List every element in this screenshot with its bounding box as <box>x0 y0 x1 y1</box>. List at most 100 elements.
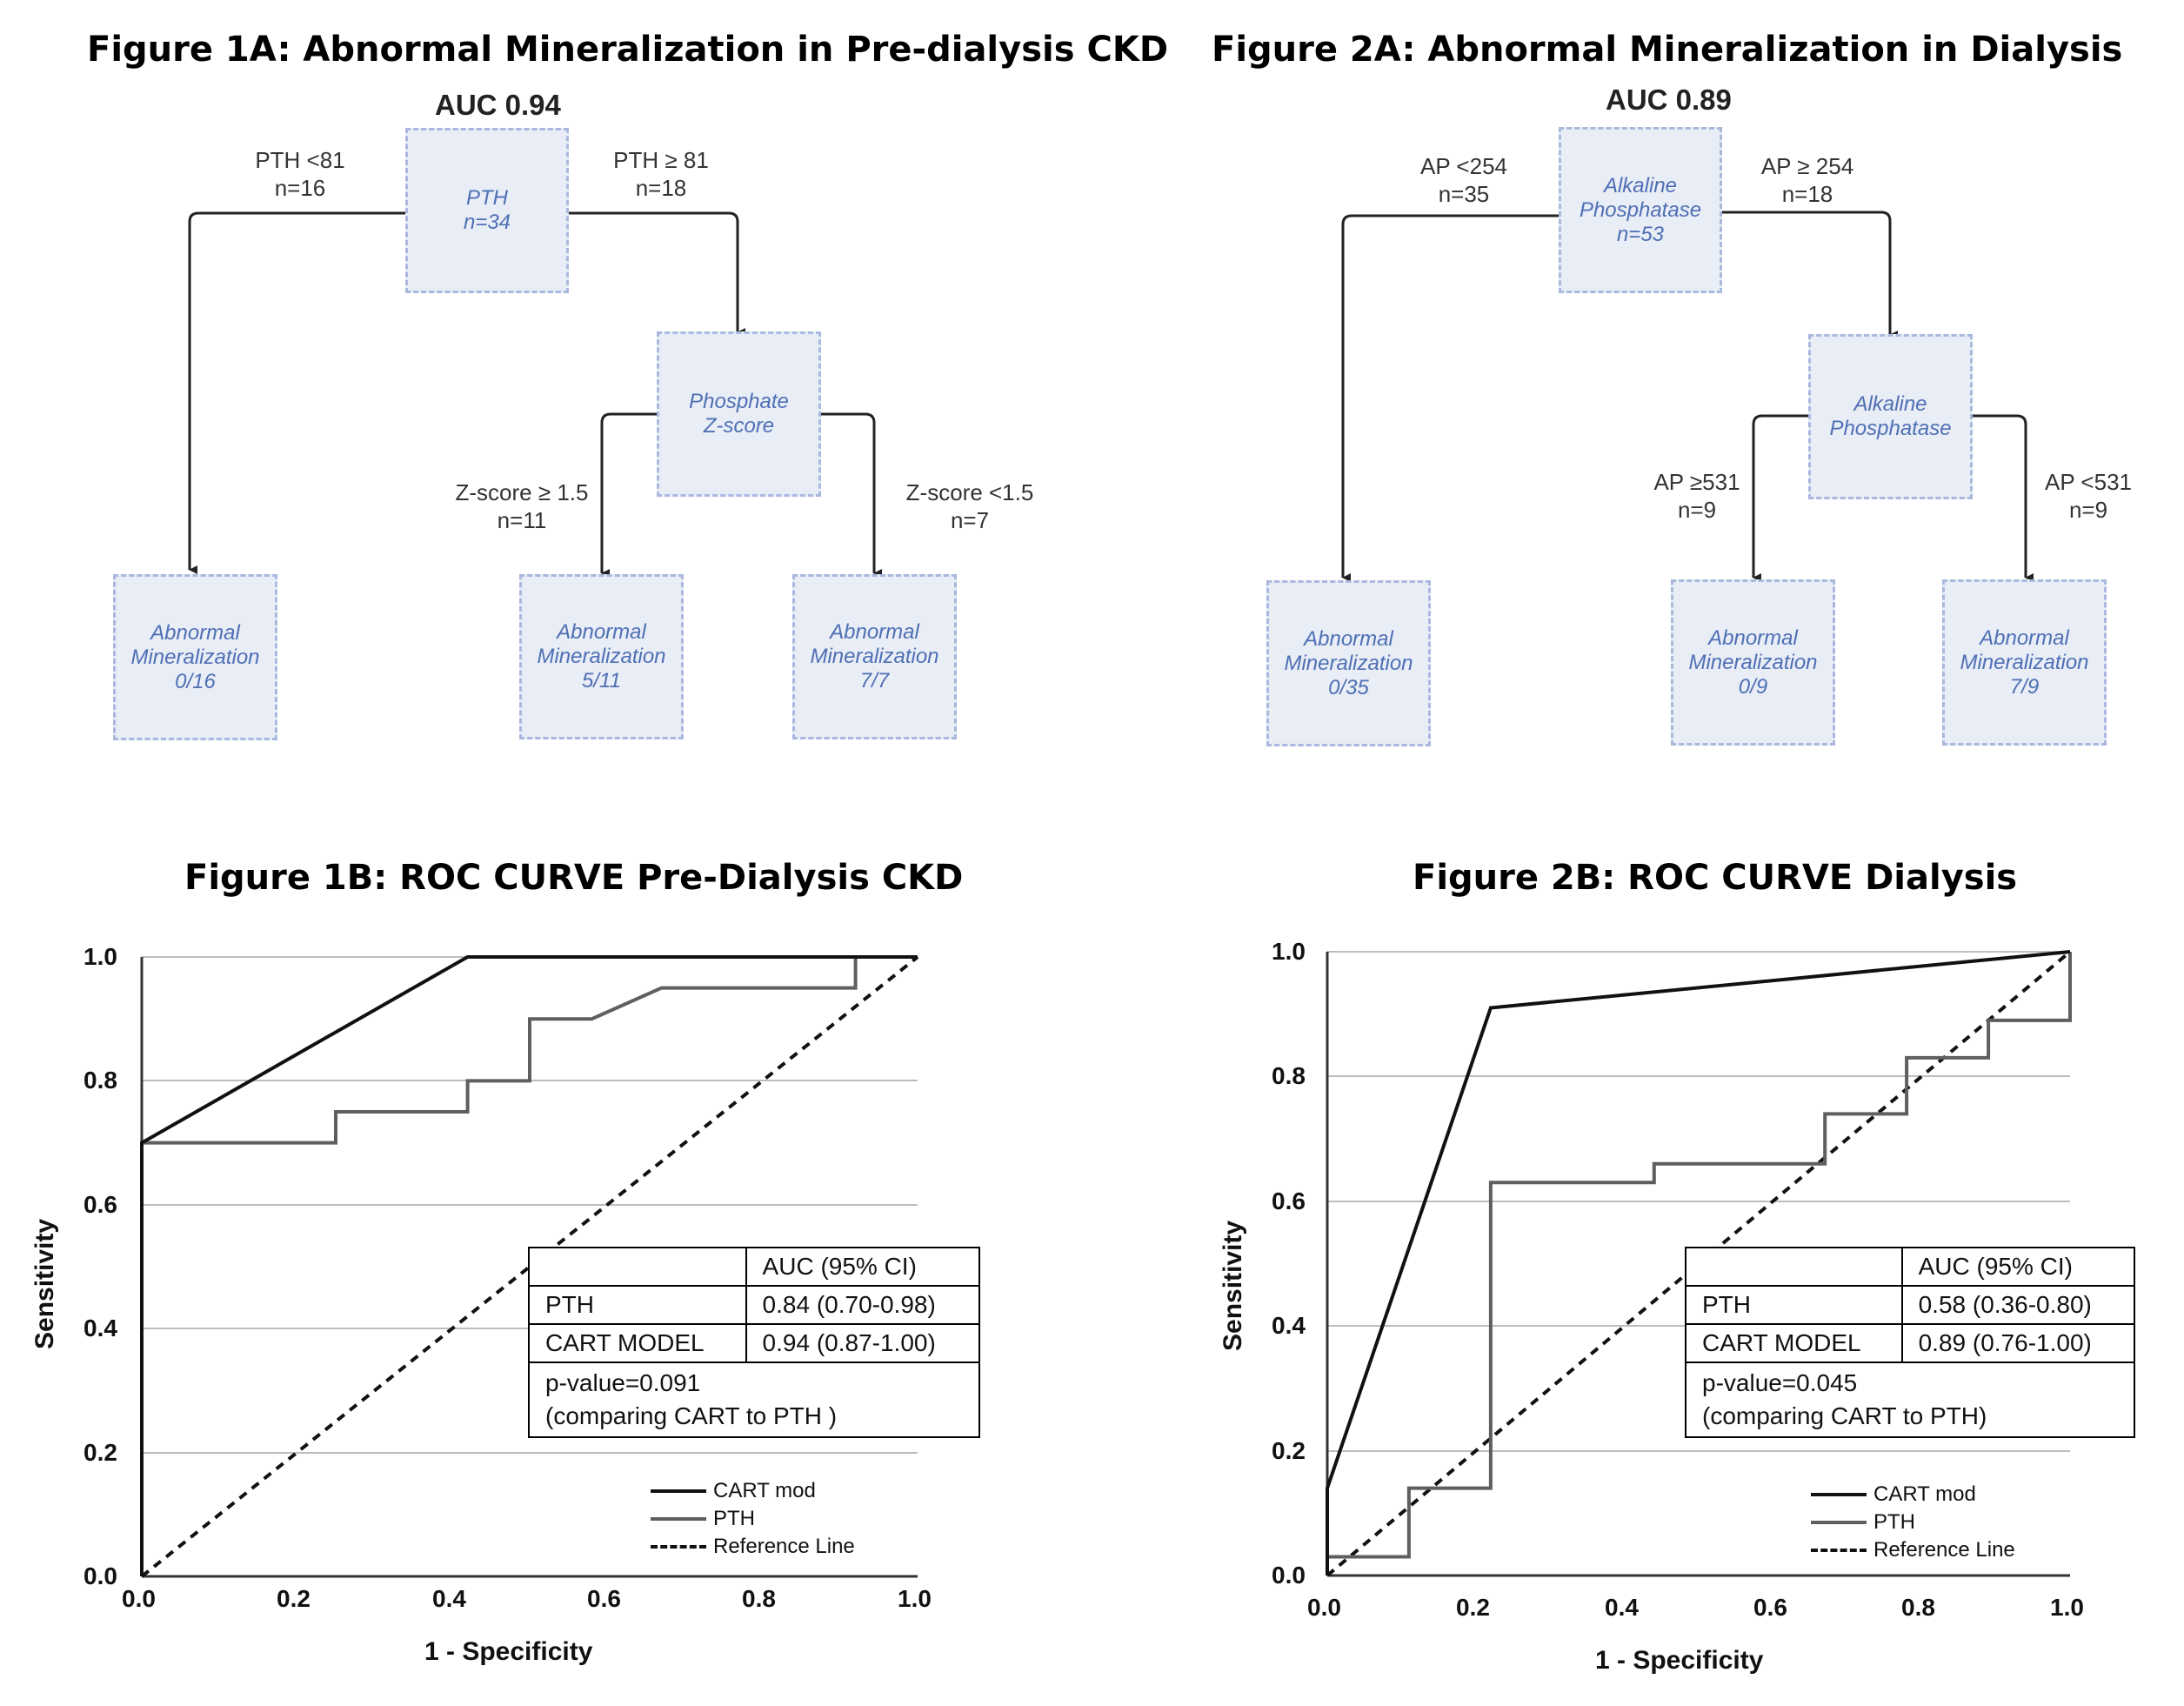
figure-2a-node-leaf-left: Abnormal Mineralization 0/35 <box>1266 580 1431 746</box>
figure-2a-connector-mid-left <box>1752 414 1808 582</box>
table-header: AUC (95% CI) <box>745 1247 981 1287</box>
legend-swatch-reference <box>651 1545 706 1549</box>
legend-item: PTH <box>1811 1509 2015 1536</box>
figure-2a-split-mid-left: AP ≥531 n=9 <box>1653 469 1740 523</box>
figure-1a-connector-left <box>188 211 405 574</box>
figure-1a-node-mid: Phosphate Z-score <box>657 331 821 497</box>
figure-1b-x-label: 1 - Specificity <box>424 1637 593 1666</box>
figure-1a-split-mid-left: Z-score ≥ 1.5 n=11 <box>455 479 589 533</box>
figure-1a-node-leaf-left: Abnormal Mineralization 0/16 <box>113 574 277 740</box>
figure-1a-node-leaf-right: Abnormal Mineralization 7/7 <box>792 574 957 739</box>
table-cell: 0.58 (0.36-0.80) <box>1900 1285 2136 1325</box>
node-label: Alkaline Phosphatase <box>1829 392 1952 440</box>
figure-1b-series-cart-line <box>140 955 918 1576</box>
figure-1a-title: Figure 1A: Abnormal Mineralization in Pr… <box>87 30 1169 70</box>
figure-2a-node-mid: Alkaline Phosphatase <box>1808 334 1973 499</box>
y-tick-label: 0.4 <box>83 1315 117 1341</box>
figure-2a-auc: AUC 0.89 <box>1606 84 1732 116</box>
x-tick-label: 1.0 <box>2050 1594 2084 1621</box>
figure-2a-split-left: AP <254 n=35 <box>1419 153 1507 207</box>
legend-swatch-reference <box>1811 1549 1867 1552</box>
figure-2b-x-label: 1 - Specificity <box>1595 1646 1764 1675</box>
figure-2a-split-right: AP ≥ 254 n=18 <box>1760 153 1854 207</box>
table-cell: CART MODEL <box>528 1323 747 1363</box>
figure-1b-legend: CART mod PTH Reference Line <box>651 1477 855 1561</box>
y-tick-label: 1.0 <box>1272 938 1306 965</box>
table-row: CART MODEL 0.89 (0.76-1.00) <box>1685 1323 2136 1363</box>
node-label: Alkaline Phosphatase n=53 <box>1579 173 1702 246</box>
figure-2a-node-root: Alkaline Phosphatase n=53 <box>1559 127 1722 293</box>
figure-2b-series-cart-line <box>1326 950 2071 1576</box>
legend-label: Reference Line <box>713 1535 855 1558</box>
y-tick-label: 0.2 <box>1272 1437 1306 1464</box>
x-tick-label: 0.8 <box>1901 1594 1935 1621</box>
figure-2b-y-label: Sensitivity <box>1219 1220 1247 1351</box>
x-tick-label: 0.4 <box>1605 1594 1639 1621</box>
y-tick-label: 0.4 <box>1272 1312 1306 1339</box>
x-tick-label: 0.6 <box>587 1585 621 1612</box>
legend-label: CART mod <box>1873 1482 1976 1506</box>
legend-item: CART mod <box>1811 1481 2015 1509</box>
figure-1a-split-left: PTH <81 n=16 <box>255 147 345 201</box>
legend-label: PTH <box>713 1507 755 1530</box>
x-tick-label: 0.0 <box>1307 1594 1341 1621</box>
table-row: AUC (95% CI) <box>528 1247 981 1287</box>
table-cell: 0.84 (0.70-0.98) <box>745 1285 981 1325</box>
node-label: Abnormal Mineralization 5/11 <box>537 620 666 692</box>
x-tick-label: 0.6 <box>1753 1594 1787 1621</box>
table-cell: 0.94 (0.87-1.00) <box>745 1323 981 1363</box>
figure-1b-auc-table: AUC (95% CI) PTH 0.84 (0.70-0.98) CART MO… <box>528 1247 981 1438</box>
figure-2b-title: Figure 2B: ROC CURVE Dialysis <box>1413 858 2018 898</box>
legend-item: Reference Line <box>1811 1536 2015 1564</box>
legend-item: CART mod <box>651 1477 855 1505</box>
legend-swatch-cart <box>651 1489 706 1493</box>
table-row: p-value=0.045 (comparing CART to PTH) <box>1685 1361 2135 1438</box>
figure-2b-series-reference-line <box>1326 950 2072 1577</box>
x-tick-label: 0.0 <box>122 1585 156 1612</box>
figure-1a-split-right: PTH ≥ 81 n=18 <box>613 147 709 201</box>
figure-1a-connector-right <box>569 211 745 337</box>
table-row: AUC (95% CI) <box>1685 1247 2136 1287</box>
table-row: PTH 0.58 (0.36-0.80) <box>1685 1285 2136 1325</box>
legend-item: Reference Line <box>651 1533 855 1561</box>
figure-2a-split-mid-right: AP <531 n=9 <box>2044 469 2132 523</box>
x-tick-label: 1.0 <box>898 1585 932 1612</box>
figure-1a-auc: AUC 0.94 <box>435 89 561 121</box>
table-row: p-value=0.091 (comparing CART to PTH ) <box>528 1361 980 1438</box>
figure-1b-series-pth-line <box>140 955 918 1576</box>
table-note: p-value=0.091 (comparing CART to PTH ) <box>528 1361 980 1438</box>
node-label: Phosphate Z-score <box>689 390 789 438</box>
figure-1b-series-group <box>140 955 919 1578</box>
figure-1a-connector-mid-right <box>821 412 882 578</box>
y-tick-label: 0.8 <box>83 1067 117 1094</box>
figure-1a-connector-mid-left <box>600 412 657 578</box>
table-cell: CART MODEL <box>1685 1323 1903 1363</box>
figure-2a-node-leaf-mid: Abnormal Mineralization 0/9 <box>1671 579 1835 746</box>
legend-swatch-cart <box>1811 1493 1867 1496</box>
figure-1a-node-leaf-mid: Abnormal Mineralization 5/11 <box>519 574 684 739</box>
figure-2b-legend: CART mod PTH Reference Line <box>1811 1481 2015 1564</box>
table-row: PTH 0.84 (0.70-0.98) <box>528 1285 981 1325</box>
table-cell: PTH <box>528 1285 747 1325</box>
y-tick-label: 0.0 <box>83 1562 117 1589</box>
figure-2b-series-pth-line <box>1326 952 2072 1576</box>
table-cell <box>528 1247 747 1287</box>
figure-1a-split-mid-right: Z-score <1.5 n=7 <box>905 479 1034 533</box>
figure-2a-connector-left <box>1341 214 1559 582</box>
figure-2a-node-leaf-right: Abnormal Mineralization 7/9 <box>1942 579 2107 746</box>
figure-2b-series-group <box>1326 950 2072 1577</box>
y-tick-label: 0.0 <box>1272 1562 1306 1589</box>
y-tick-label: 0.6 <box>83 1191 117 1218</box>
node-label: PTH n=34 <box>463 186 511 234</box>
legend-label: CART mod <box>713 1479 816 1502</box>
table-cell: PTH <box>1685 1285 1903 1325</box>
legend-item: PTH <box>651 1505 855 1533</box>
y-tick-label: 0.6 <box>1272 1188 1306 1214</box>
table-note: p-value=0.045 (comparing CART to PTH) <box>1685 1361 2135 1438</box>
legend-swatch-pth <box>1811 1521 1867 1524</box>
x-tick-label: 0.4 <box>432 1585 466 1612</box>
legend-label: PTH <box>1873 1510 1915 1534</box>
table-row: CART MODEL 0.94 (0.87-1.00) <box>528 1323 981 1363</box>
